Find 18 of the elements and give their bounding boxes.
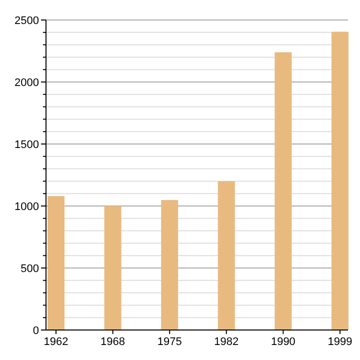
bar <box>218 181 235 330</box>
x-tick-label: 1990 <box>270 336 296 348</box>
x-tick-label: 1975 <box>157 336 182 348</box>
x-tick-label: 1962 <box>44 336 68 348</box>
x-tick-label: 1982 <box>214 336 239 348</box>
bar <box>274 52 292 330</box>
bar <box>332 32 348 330</box>
bar <box>161 200 178 330</box>
y-tick-label: 2500 <box>14 14 39 27</box>
y-tick-label: 1500 <box>14 138 39 151</box>
y-tick-label: 0 <box>32 324 39 337</box>
bar <box>48 196 64 330</box>
bar <box>104 206 122 330</box>
x-tick-label: 1999 <box>328 336 352 348</box>
x-tick-label: 1968 <box>100 336 126 348</box>
y-tick-label: 2000 <box>14 76 39 89</box>
y-tick-label: 1000 <box>14 200 39 213</box>
y-tick-label: 500 <box>20 262 39 275</box>
